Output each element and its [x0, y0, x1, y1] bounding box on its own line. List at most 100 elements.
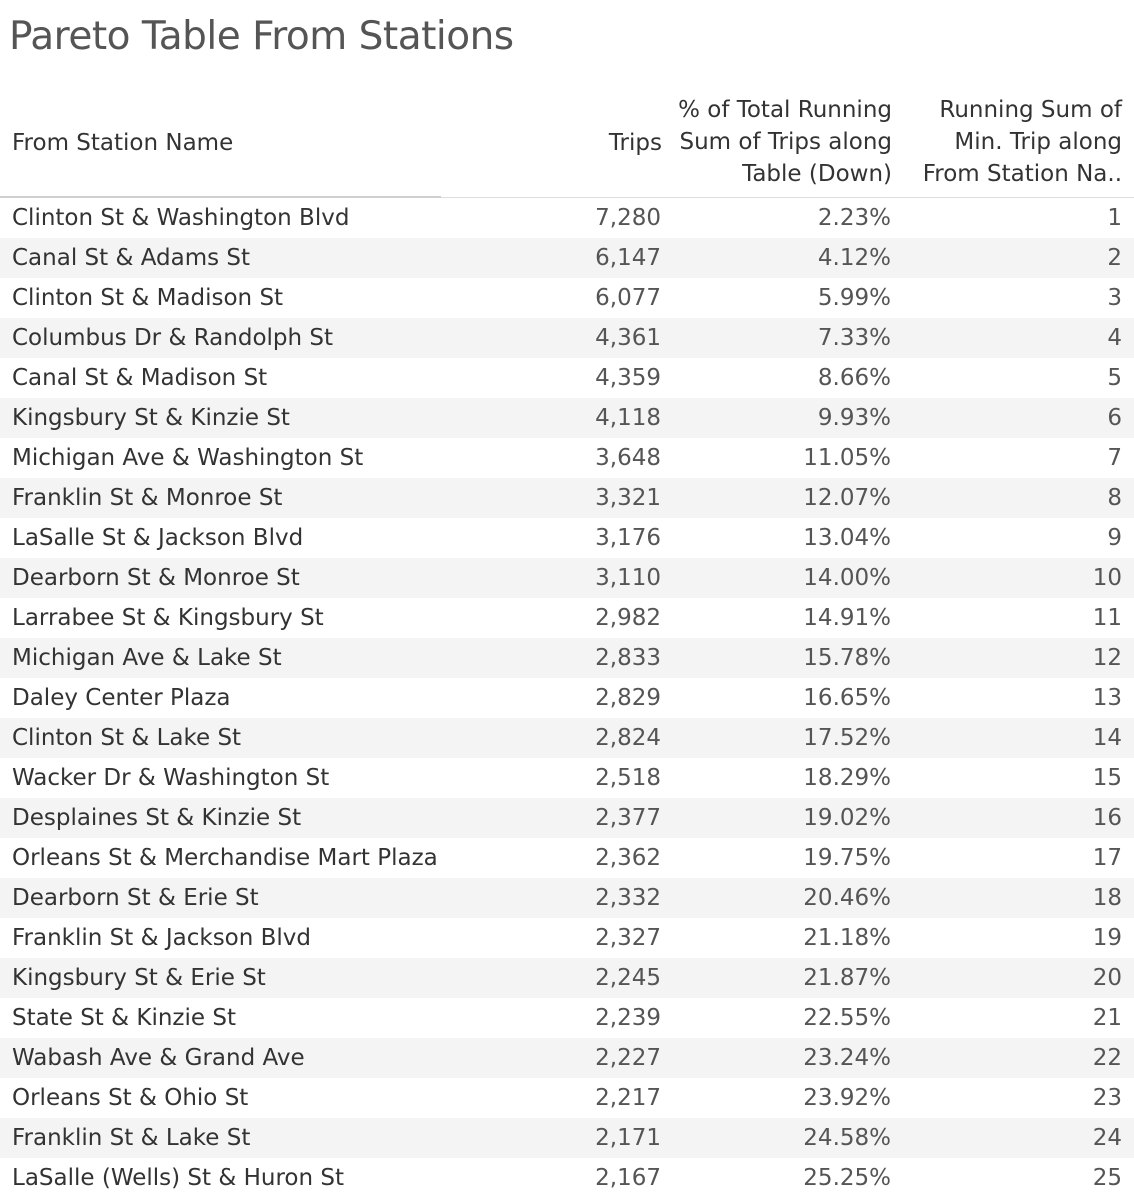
- table-row[interactable]: Franklin St & Jackson Blvd 2,327 21.18% 19: [0, 918, 1134, 958]
- cell-station-name: Wacker Dr & Washington St: [12, 765, 330, 791]
- cell-running-sum-min-trip: 13: [1092, 685, 1122, 711]
- table-row[interactable]: Kingsbury St & Erie St 2,245 21.87% 20: [0, 958, 1134, 998]
- table-row[interactable]: Michigan Ave & Lake St 2,833 15.78% 12: [0, 638, 1134, 678]
- cell-trips: 4,359: [595, 365, 661, 391]
- cell-trips: 2,171: [595, 1125, 661, 1151]
- cell-trips: 4,361: [595, 325, 661, 351]
- table-row[interactable]: Daley Center Plaza 2,829 16.65% 13: [0, 678, 1134, 718]
- cell-trips: 2,217: [595, 1085, 661, 1111]
- cell-percent-running-sum: 20.46%: [803, 885, 891, 911]
- cell-station-name: Dearborn St & Erie St: [12, 885, 259, 911]
- cell-percent-running-sum: 21.87%: [803, 965, 891, 991]
- table-row[interactable]: Canal St & Madison St 4,359 8.66% 5: [0, 358, 1134, 398]
- table-row[interactable]: Wacker Dr & Washington St 2,518 18.29% 15: [0, 758, 1134, 798]
- table-row[interactable]: Canal St & Adams St 6,147 4.12% 2: [0, 238, 1134, 278]
- table-row[interactable]: Clinton St & Washington Blvd 7,280 2.23% 1: [0, 198, 1134, 238]
- cell-running-sum-min-trip: 22: [1092, 1045, 1122, 1071]
- cell-trips: 2,327: [595, 925, 661, 951]
- cell-trips: 3,110: [595, 565, 661, 591]
- cell-percent-running-sum: 7.33%: [817, 325, 891, 351]
- cell-trips: 2,332: [595, 885, 661, 911]
- cell-percent-running-sum: 16.65%: [803, 685, 891, 711]
- cell-trips: 2,167: [595, 1165, 661, 1191]
- cell-station-name: State St & Kinzie St: [12, 1005, 236, 1031]
- cell-percent-running-sum: 8.66%: [817, 365, 891, 391]
- cell-running-sum-min-trip: 8: [1107, 485, 1122, 511]
- cell-running-sum-min-trip: 21: [1092, 1005, 1122, 1031]
- cell-station-name: Dearborn St & Monroe St: [12, 565, 300, 591]
- table-row[interactable]: Columbus Dr & Randolph St 4,361 7.33% 4: [0, 318, 1134, 358]
- cell-running-sum-min-trip: 1: [1107, 205, 1122, 231]
- cell-running-sum-min-trip: 4: [1107, 325, 1122, 351]
- table-row[interactable]: LaSalle St & Jackson Blvd 3,176 13.04% 9: [0, 518, 1134, 558]
- cell-trips: 2,227: [595, 1045, 661, 1071]
- cell-running-sum-min-trip: 15: [1092, 765, 1122, 791]
- table-row[interactable]: Clinton St & Lake St 2,824 17.52% 14: [0, 718, 1134, 758]
- cell-station-name: Michigan Ave & Lake St: [12, 645, 282, 671]
- table-row[interactable]: State St & Kinzie St 2,239 22.55% 21: [0, 998, 1134, 1038]
- cell-percent-running-sum: 22.55%: [803, 1005, 891, 1031]
- header-divider: [0, 196, 441, 198]
- cell-running-sum-min-trip: 9: [1107, 525, 1122, 551]
- cell-trips: 2,245: [595, 965, 661, 991]
- cell-station-name: LaSalle (Wells) St & Huron St: [12, 1165, 344, 1191]
- cell-percent-running-sum: 11.05%: [803, 445, 891, 471]
- table-row[interactable]: Larrabee St & Kingsbury St 2,982 14.91% 11: [0, 598, 1134, 638]
- table-body: Clinton St & Washington Blvd 7,280 2.23% 1 C…: [0, 198, 1134, 1198]
- cell-percent-running-sum: 21.18%: [803, 925, 891, 951]
- cell-trips: 2,982: [595, 605, 661, 631]
- cell-station-name: Franklin St & Jackson Blvd: [12, 925, 312, 951]
- cell-station-name: Michigan Ave & Washington St: [12, 445, 364, 471]
- table-row[interactable]: Dearborn St & Monroe St 3,110 14.00% 10: [0, 558, 1134, 598]
- cell-station-name: Franklin St & Monroe St: [12, 485, 283, 511]
- cell-trips: 7,280: [595, 205, 661, 231]
- cell-station-name: Canal St & Madison St: [12, 365, 268, 391]
- cell-percent-running-sum: 18.29%: [803, 765, 891, 791]
- cell-trips: 3,176: [595, 525, 661, 551]
- cell-running-sum-min-trip: 17: [1092, 845, 1122, 871]
- cell-running-sum-min-trip: 2: [1107, 245, 1122, 271]
- cell-percent-running-sum: 4.12%: [817, 245, 891, 271]
- column-header-station-name[interactable]: From Station Name: [12, 130, 234, 156]
- cell-percent-running-sum: 15.78%: [803, 645, 891, 671]
- table-row[interactable]: Dearborn St & Erie St 2,332 20.46% 18: [0, 878, 1134, 918]
- cell-trips: 2,824: [595, 725, 661, 751]
- cell-trips: 2,518: [595, 765, 661, 791]
- table-row[interactable]: Clinton St & Madison St 6,077 5.99% 3: [0, 278, 1134, 318]
- page-title: Pareto Table From Stations: [9, 14, 514, 59]
- table-row[interactable]: Wabash Ave & Grand Ave 2,227 23.24% 22: [0, 1038, 1134, 1078]
- cell-station-name: Clinton St & Lake St: [12, 725, 242, 751]
- cell-running-sum-min-trip: 24: [1092, 1125, 1122, 1151]
- table-row[interactable]: Orleans St & Merchandise Mart Plaza 2,362…: [0, 838, 1134, 878]
- cell-trips: 4,118: [595, 405, 661, 431]
- cell-percent-running-sum: 23.24%: [803, 1045, 891, 1071]
- cell-station-name: Orleans St & Merchandise Mart Plaza: [12, 845, 438, 871]
- column-header-running-sum-min-trip[interactable]: Running Sum of Min. Trip along From Stat…: [922, 97, 1122, 187]
- table-row[interactable]: Michigan Ave & Washington St 3,648 11.05% 7: [0, 438, 1134, 478]
- cell-percent-running-sum: 24.58%: [803, 1125, 891, 1151]
- cell-percent-running-sum: 2.23%: [817, 205, 891, 231]
- cell-running-sum-min-trip: 14: [1092, 725, 1122, 751]
- table-row[interactable]: LaSalle (Wells) St & Huron St 2,167 25.25%…: [0, 1158, 1134, 1198]
- column-header-percent-running-sum[interactable]: % of Total Running Sum of Trips along Ta…: [678, 97, 892, 187]
- table-row[interactable]: Franklin St & Lake St 2,171 24.58% 24: [0, 1118, 1134, 1158]
- cell-station-name: Kingsbury St & Erie St: [12, 965, 266, 991]
- cell-percent-running-sum: 9.93%: [817, 405, 891, 431]
- cell-running-sum-min-trip: 25: [1092, 1165, 1122, 1191]
- table-row[interactable]: Franklin St & Monroe St 3,321 12.07% 8: [0, 478, 1134, 518]
- cell-percent-running-sum: 23.92%: [803, 1085, 891, 1111]
- cell-station-name: Franklin St & Lake St: [12, 1125, 251, 1151]
- cell-percent-running-sum: 13.04%: [803, 525, 891, 551]
- table-row[interactable]: Kingsbury St & Kinzie St 4,118 9.93% 6: [0, 398, 1134, 438]
- cell-running-sum-min-trip: 23: [1092, 1085, 1122, 1111]
- cell-percent-running-sum: 17.52%: [803, 725, 891, 751]
- cell-running-sum-min-trip: 7: [1107, 445, 1122, 471]
- cell-running-sum-min-trip: 11: [1092, 605, 1122, 631]
- cell-station-name: Clinton St & Washington Blvd: [12, 205, 350, 231]
- table-row[interactable]: Desplaines St & Kinzie St 2,377 19.02% 16: [0, 798, 1134, 838]
- cell-trips: 6,077: [595, 285, 661, 311]
- cell-running-sum-min-trip: 10: [1092, 565, 1122, 591]
- cell-station-name: Daley Center Plaza: [12, 685, 231, 711]
- table-row[interactable]: Orleans St & Ohio St 2,217 23.92% 23: [0, 1078, 1134, 1118]
- column-header-trips[interactable]: Trips: [608, 130, 662, 156]
